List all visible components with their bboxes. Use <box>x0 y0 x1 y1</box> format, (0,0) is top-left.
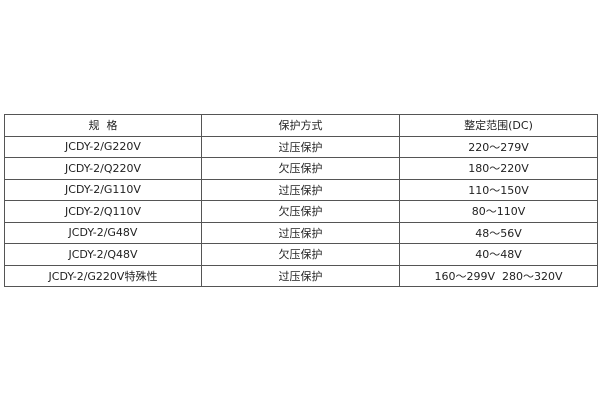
spec-table: 规 格 保护方式 整定范围(DC) JCDY-2/G220V 过压保护 220～27… <box>4 114 598 287</box>
table-row: JCDY-2/G48V 过压保护 48～56V <box>4 221 598 244</box>
table-row: JCDY-2/G220V特殊性 过压保护 160～299V 280～320V <box>4 264 598 287</box>
cell-model: JCDY-2/G110V <box>4 178 202 201</box>
cell-protection-mode: 过压保护 <box>201 221 400 244</box>
cell-protection-mode: 欠压保护 <box>201 243 400 266</box>
header-spec: 规 格 <box>4 114 202 137</box>
cell-setting-range: 80～110V <box>399 200 598 223</box>
cell-model: JCDY-2/Q110V <box>4 200 202 223</box>
cell-protection-mode: 过压保护 <box>201 178 400 201</box>
cell-protection-mode: 过压保护 <box>201 135 400 158</box>
cell-model: JCDY-2/Q48V <box>4 243 202 266</box>
header-setting-range: 整定范围(DC) <box>399 114 598 137</box>
cell-protection-mode: 欠压保护 <box>201 200 400 223</box>
cell-setting-range: 110～150V <box>399 178 598 201</box>
header-protection-mode: 保护方式 <box>201 114 400 137</box>
cell-model: JCDY-2/G220V特殊性 <box>4 264 202 287</box>
cell-setting-range: 220～279V <box>399 135 598 158</box>
cell-model: JCDY-2/Q220V <box>4 157 202 180</box>
cell-protection-mode: 过压保护 <box>201 264 400 287</box>
table-row: JCDY-2/Q110V 欠压保护 80～110V <box>4 200 598 223</box>
cell-model: JCDY-2/G220V <box>4 135 202 158</box>
cell-setting-range: 48～56V <box>399 221 598 244</box>
table-row: JCDY-2/G220V 过压保护 220～279V <box>4 135 598 158</box>
cell-setting-range: 160～299V 280～320V <box>399 264 598 287</box>
table-row: JCDY-2/Q220V 欠压保护 180～220V <box>4 157 598 180</box>
header-row: 规 格 保护方式 整定范围(DC) <box>4 114 598 137</box>
table-row: JCDY-2/G110V 过压保护 110～150V <box>4 178 598 201</box>
cell-model: JCDY-2/G48V <box>4 221 202 244</box>
table-row: JCDY-2/Q48V 欠压保护 40～48V <box>4 243 598 266</box>
cell-setting-range: 180～220V <box>399 157 598 180</box>
cell-protection-mode: 欠压保护 <box>201 157 400 180</box>
cell-setting-range: 40～48V <box>399 243 598 266</box>
